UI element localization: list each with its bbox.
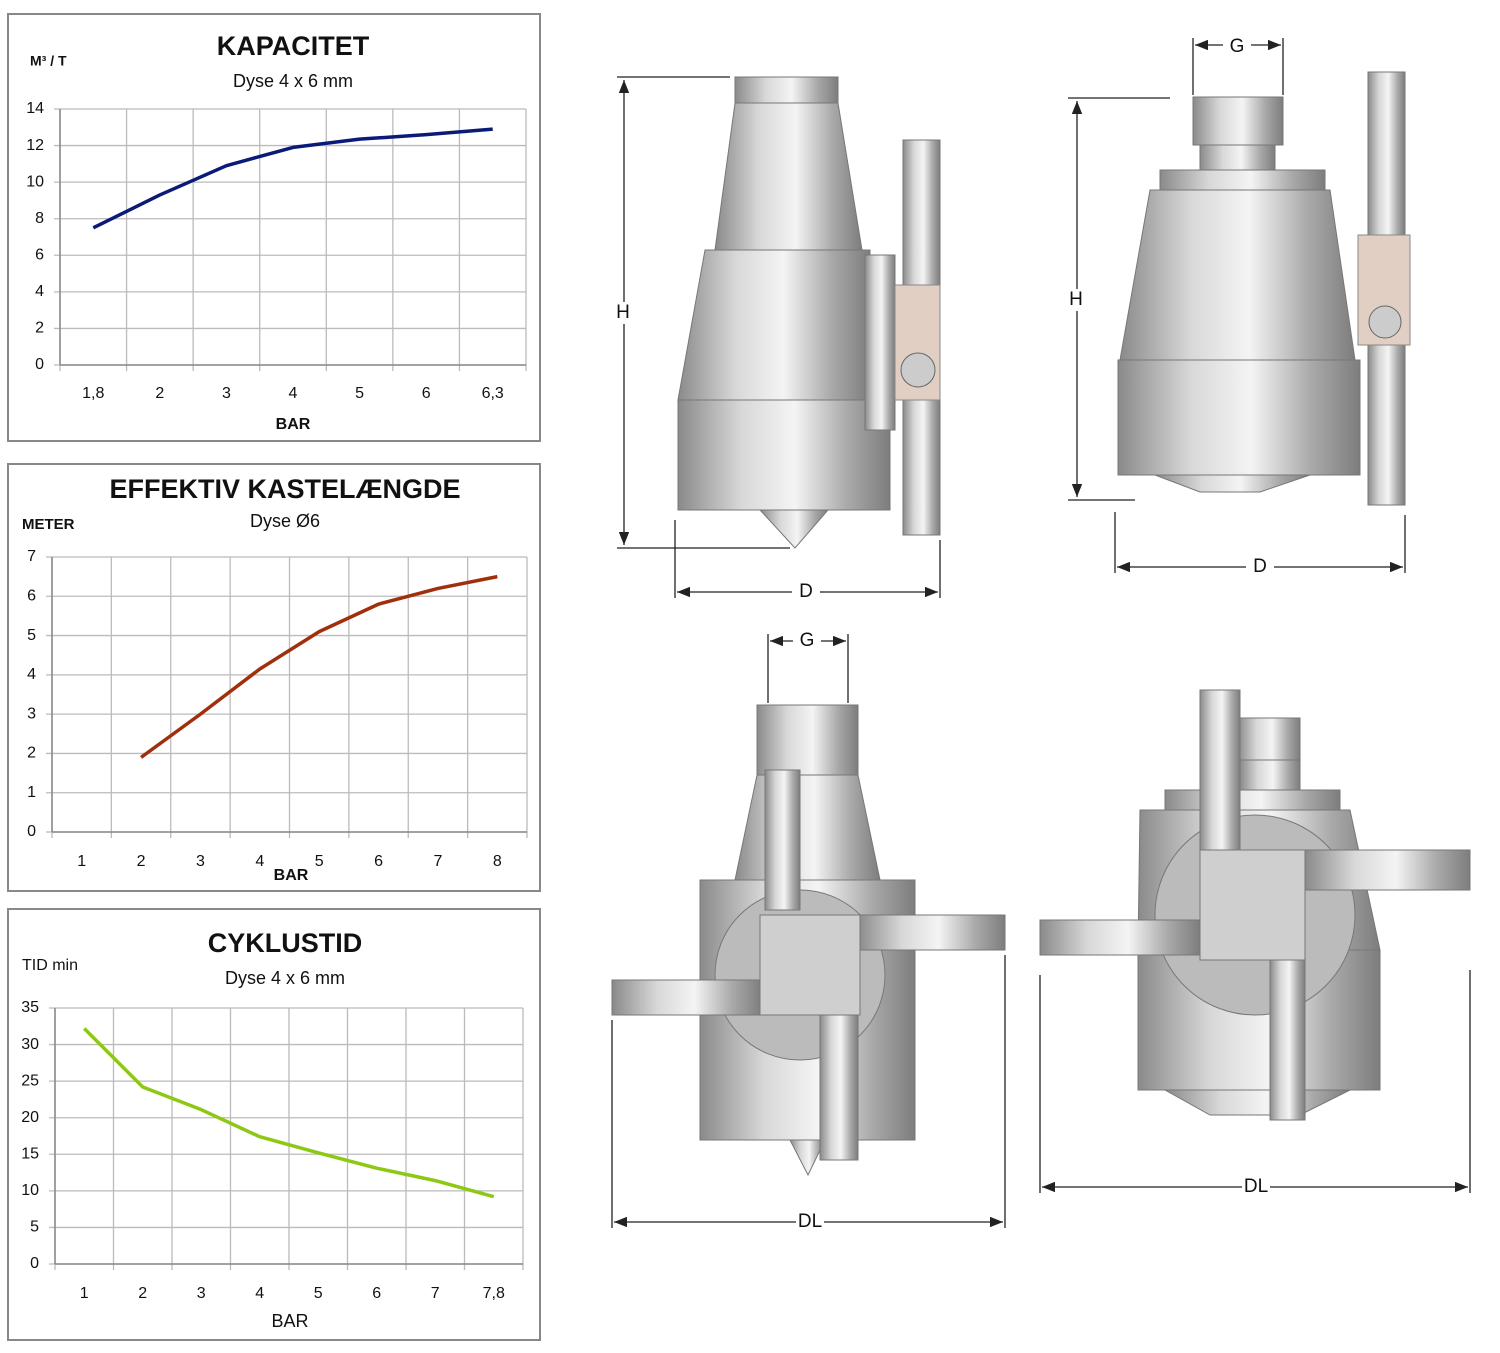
y-tick-label: 2: [35, 320, 44, 337]
x-axis-label: BAR: [274, 867, 309, 884]
x-tick-label: 7: [431, 1285, 440, 1302]
x-tick-label: 2: [155, 385, 164, 402]
dimension-label-bg: [792, 581, 820, 603]
y-tick-label: 25: [21, 1072, 39, 1089]
y-tick-label: 6: [35, 247, 44, 264]
chart-frame: [7, 463, 541, 892]
drawing-view: [1068, 38, 1411, 573]
y-tick-label: 3: [27, 705, 36, 722]
y-axis-label: TID min: [22, 957, 78, 974]
x-tick-label: 3: [196, 853, 205, 870]
chart-subtitle: Dyse Ø6: [250, 511, 320, 531]
x-tick-label: 1: [77, 853, 86, 870]
dimension-label: D: [1253, 556, 1267, 577]
chart-title: CYKLUSTID: [208, 928, 363, 958]
dimension-label-bg: [1062, 289, 1090, 311]
x-tick-label: 7,8: [483, 1285, 505, 1302]
y-tick-label: 12: [26, 137, 44, 154]
data-line: [83, 1027, 495, 1199]
y-tick-label: 30: [21, 1036, 39, 1053]
x-tick-label: 3: [197, 1285, 206, 1302]
chart-title: KAPACITET: [217, 31, 370, 61]
drawing-view: [1039, 689, 1471, 1193]
x-axis-label: BAR: [276, 416, 311, 433]
chart-frame: [7, 13, 541, 442]
y-tick-label: 14: [26, 100, 44, 117]
x-tick-label: 3: [222, 385, 231, 402]
chart-frame: [7, 908, 541, 1341]
y-tick-label: 35: [21, 999, 39, 1016]
dimension-label: DL: [798, 1211, 822, 1232]
x-tick-label: 5: [355, 385, 364, 402]
dimension-label: H: [1069, 289, 1083, 310]
dimension-label-bg: [1223, 36, 1251, 58]
dimension-label-bg: [609, 302, 637, 324]
x-tick-label: 1,8: [82, 385, 104, 402]
y-tick-label: 7: [27, 548, 36, 565]
y-tick-label: 8: [35, 210, 44, 227]
x-tick-label: 4: [255, 1285, 264, 1302]
x-tick-label: 5: [314, 1285, 323, 1302]
dimension-label: H: [616, 302, 630, 323]
y-tick-label: 10: [21, 1182, 39, 1199]
y-tick-label: 2: [27, 745, 36, 762]
dimension-label-bg: [793, 630, 821, 652]
dimension-label-bg: [796, 1211, 824, 1233]
data-line: [92, 127, 493, 230]
x-tick-label: 4: [255, 853, 264, 870]
dimension-label-bg: [1246, 556, 1274, 578]
drawing-view: [611, 634, 1006, 1228]
x-tick-label: 6: [372, 1285, 381, 1302]
dimension-label: G: [1230, 36, 1245, 57]
dimension-label: G: [800, 630, 815, 651]
data-line: [140, 574, 498, 759]
x-tick-label: 6: [374, 853, 383, 870]
x-tick-label: 6: [422, 385, 431, 402]
x-tick-label: 8: [493, 853, 502, 870]
y-tick-label: 15: [21, 1146, 39, 1163]
y-axis-label: M³ / T: [30, 53, 67, 69]
x-tick-label: 2: [138, 1285, 147, 1302]
dimension-label-bg: [1242, 1176, 1270, 1198]
x-tick-label: 5: [315, 853, 324, 870]
x-axis-label: BAR: [271, 1311, 308, 1331]
x-tick-label: 4: [289, 385, 298, 402]
x-tick-label: 6,3: [482, 385, 504, 402]
dimension-label: D: [799, 581, 813, 602]
dimension-label: DL: [1244, 1176, 1268, 1197]
y-tick-label: 0: [27, 823, 36, 840]
y-tick-label: 1: [27, 784, 36, 801]
chart-subtitle: Dyse 4 x 6 mm: [233, 71, 353, 91]
y-tick-label: 0: [30, 1255, 39, 1272]
y-tick-label: 6: [27, 588, 36, 605]
y-tick-label: 5: [27, 627, 36, 644]
drawing-view: [617, 76, 941, 598]
y-axis-label: METER: [22, 516, 75, 533]
y-tick-label: 5: [30, 1219, 39, 1236]
y-tick-label: 4: [35, 283, 44, 300]
y-tick-label: 20: [21, 1109, 39, 1126]
y-tick-label: 0: [35, 356, 44, 373]
x-tick-label: 1: [80, 1285, 89, 1302]
y-tick-label: 10: [26, 173, 44, 190]
y-tick-label: 4: [27, 666, 36, 683]
chart-title: EFFEKTIV KASTELÆNGDE: [109, 474, 460, 504]
x-tick-label: 2: [137, 853, 146, 870]
chart-subtitle: Dyse 4 x 6 mm: [225, 968, 345, 988]
x-tick-label: 7: [433, 853, 442, 870]
technical-drawings: [611, 38, 1471, 1228]
